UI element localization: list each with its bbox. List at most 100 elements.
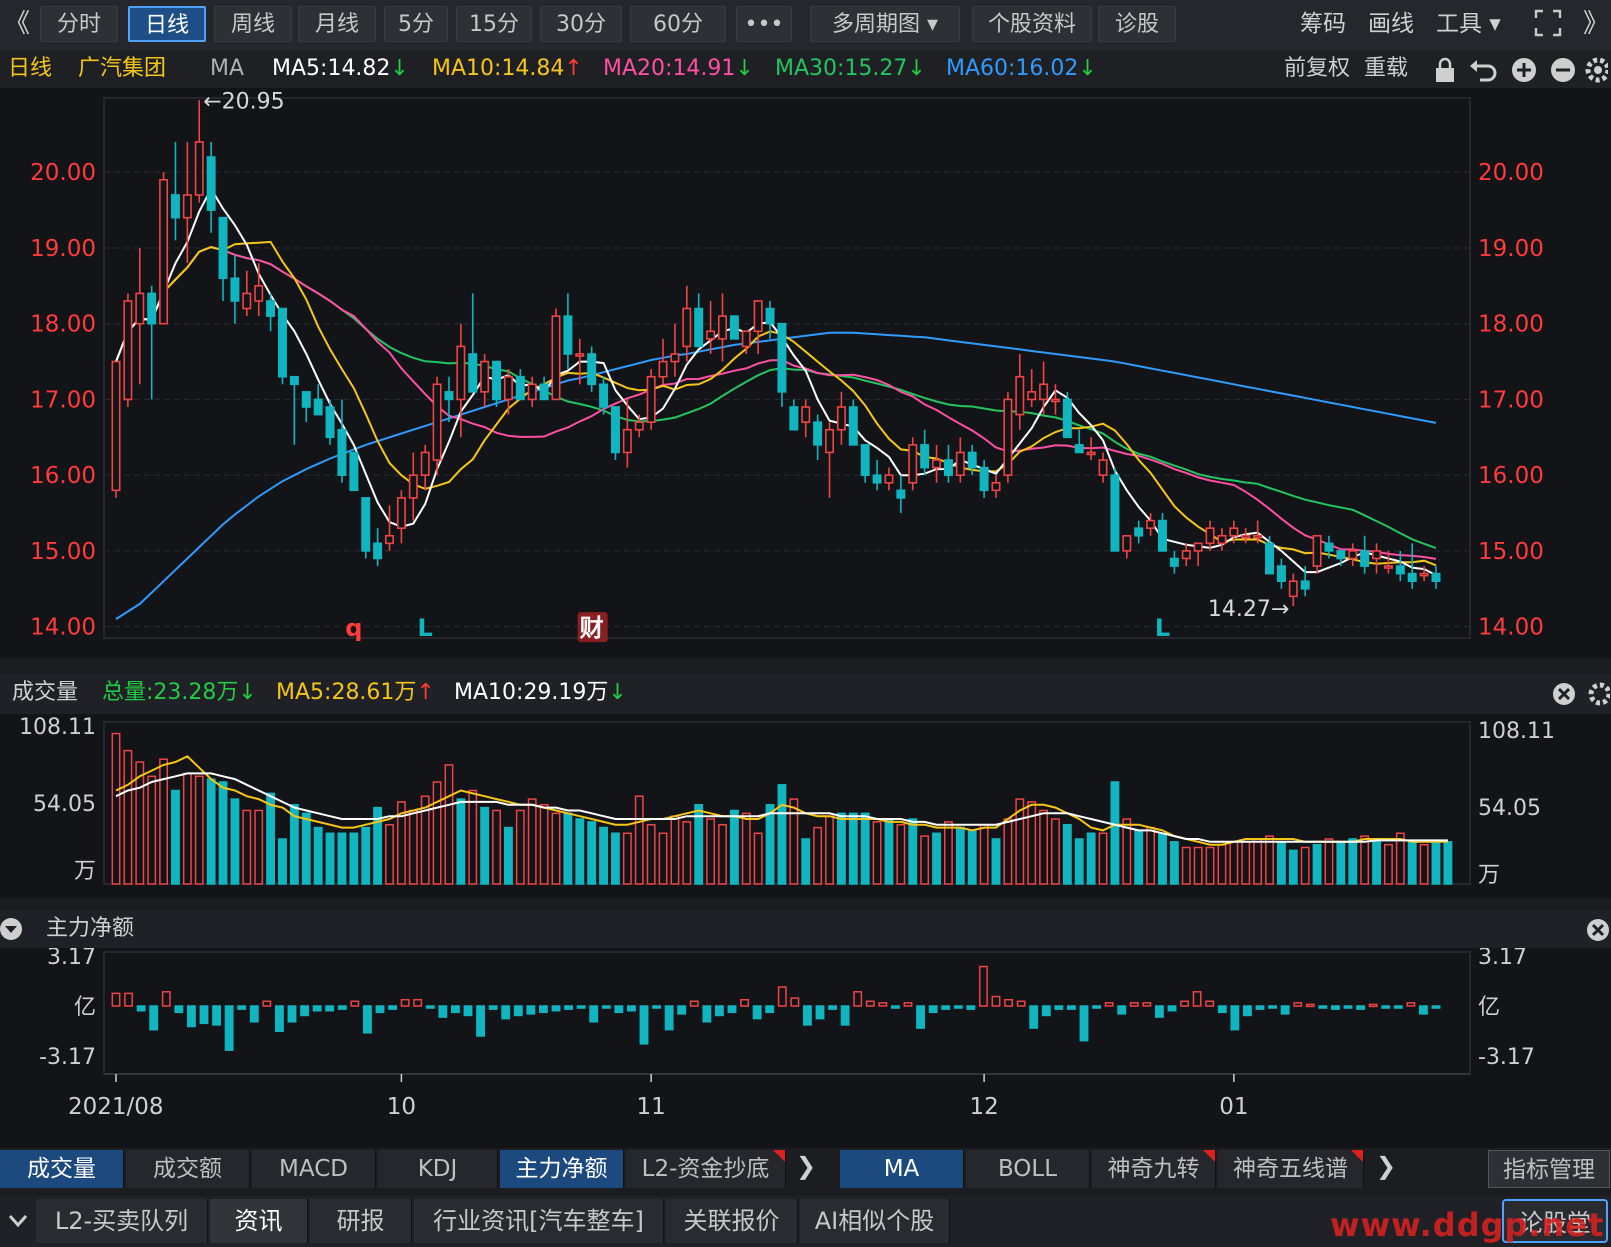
flow-bar[interactable] [1293,1002,1303,1007]
flow-bar[interactable] [1305,1003,1315,1008]
candle[interactable] [789,399,799,431]
flow-bar[interactable] [1330,1005,1340,1010]
flow-bar[interactable] [928,1005,938,1014]
flow-bar[interactable] [1242,1005,1252,1017]
volume-bar[interactable] [1039,809,1049,885]
candle[interactable] [420,444,430,491]
volume-bar[interactable] [599,826,609,885]
flow-bar[interactable] [564,1005,574,1010]
candle[interactable] [1193,542,1203,567]
candle[interactable] [515,369,525,401]
volume-bar[interactable] [468,789,478,885]
flow-bar[interactable] [815,1005,825,1020]
volume-bar[interactable] [266,792,276,885]
volume-bar[interactable] [932,832,941,885]
flow-bar[interactable] [589,1005,599,1023]
volume-bar[interactable] [396,801,406,885]
candle[interactable] [325,399,335,445]
volume-bar[interactable] [682,821,692,885]
flow-bar[interactable] [463,1005,473,1017]
bottom-tab-1[interactable]: 资讯 [210,1199,308,1243]
volume-bar[interactable] [955,826,965,885]
volume-bar[interactable] [706,818,716,885]
flow-bar[interactable] [1016,1000,1026,1007]
candle[interactable] [1003,391,1013,483]
volume-settings-icon[interactable] [1588,682,1610,706]
flow-bar[interactable] [765,1005,775,1014]
candle[interactable] [1312,534,1322,574]
candle[interactable] [1062,391,1072,439]
volume-bar[interactable] [289,804,299,885]
flow-bar[interactable] [111,992,121,1007]
volume-bar[interactable] [836,812,846,885]
volume-bar[interactable] [1276,841,1286,885]
volume-bar[interactable] [658,832,668,885]
volume-bar[interactable] [563,812,573,885]
volume-bar[interactable] [551,812,561,885]
volume-bar[interactable] [147,775,157,885]
period-tab-2[interactable]: 周线 [214,6,292,42]
candle[interactable] [385,505,394,551]
volume-panel[interactable]: 108.11 108.11 54.05 54.05 万 万 [0,714,1611,898]
volume-bar[interactable] [1193,846,1203,885]
candle[interactable] [1146,513,1156,536]
candle[interactable] [349,451,359,492]
flow-bar[interactable] [576,1005,586,1009]
volume-bar[interactable] [670,815,680,885]
candle[interactable] [1122,534,1132,559]
volume-bar[interactable] [408,809,418,885]
candle[interactable] [967,444,977,476]
candle[interactable] [1348,543,1358,567]
candle[interactable] [1360,535,1370,574]
volume-bar[interactable] [373,806,383,885]
volume-bar[interactable] [1265,835,1274,885]
period-tab-1[interactable]: 日线 [128,6,206,42]
volume-bar[interactable] [1348,838,1358,885]
candle[interactable] [1253,520,1263,544]
candle[interactable] [1039,361,1049,415]
flow-bar[interactable] [1029,1005,1039,1029]
volume-bar[interactable] [1134,829,1144,885]
volume-bar[interactable] [171,789,180,885]
zoom-in-icon[interactable] [1512,58,1536,82]
flow-bar[interactable] [513,1005,523,1017]
flow-bar[interactable] [551,1005,561,1012]
candle[interactable] [1300,566,1310,597]
volume-bar[interactable] [694,804,704,885]
volume-bar[interactable] [313,826,323,885]
volume-bar[interactable] [587,821,597,885]
candle[interactable] [1181,543,1191,567]
flow-bar[interactable] [903,1002,913,1007]
flow-bar[interactable] [413,998,423,1007]
volume-bar[interactable] [777,784,787,885]
flow-bar[interactable] [878,1002,888,1007]
volume-bar[interactable] [1062,823,1072,885]
candle[interactable] [266,293,276,332]
candle[interactable] [230,255,240,324]
candle[interactable] [801,399,811,438]
volume-bar[interactable] [896,823,906,885]
flow-bar[interactable] [601,1005,611,1009]
candle[interactable] [361,497,371,559]
candle[interactable] [551,308,561,401]
candle[interactable] [670,323,680,377]
candle[interactable] [1324,535,1334,559]
candle[interactable] [1086,437,1096,461]
candle[interactable] [884,467,894,491]
kline-panel[interactable]: 20.00 20.00 19.00 19.00 18.00 18.00 17.00 17.00… [0,88,1611,658]
flow-bar[interactable] [161,991,171,1007]
candle[interactable] [147,285,157,400]
expand-icon[interactable] [1533,8,1563,44]
flow-bar[interactable] [865,1000,875,1007]
volume-bar[interactable] [1086,832,1096,885]
volume-bar[interactable] [860,812,870,885]
candle[interactable] [813,414,823,461]
volume-bar[interactable] [920,835,930,885]
candle[interactable] [587,346,597,392]
candle[interactable] [991,475,1001,498]
volume-bar[interactable] [325,832,335,885]
volume-bar[interactable] [646,823,656,885]
flow-bar[interactable] [777,986,787,1007]
forum-button[interactable]: 论股堂 [1502,1199,1608,1243]
candle[interactable] [932,444,942,483]
